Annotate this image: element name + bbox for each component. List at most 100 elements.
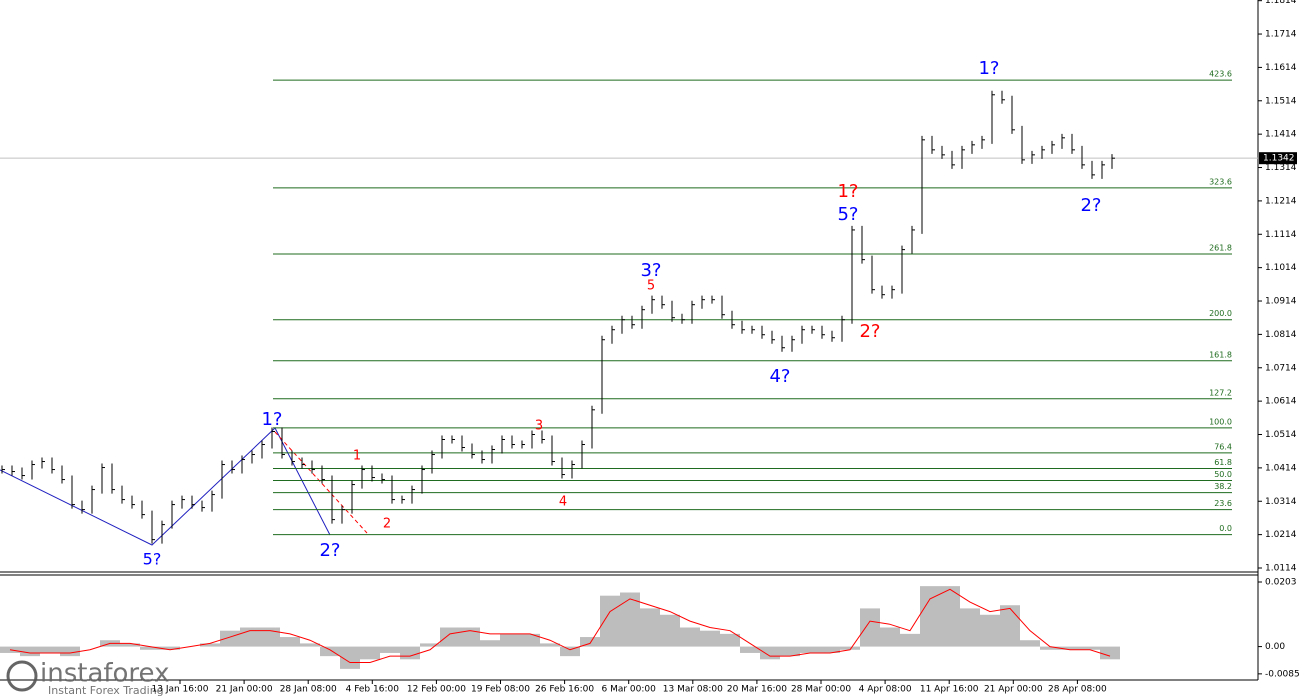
histogram-bar — [60, 646, 80, 657]
wave-label: 4? — [769, 366, 790, 387]
histogram-bar — [840, 646, 860, 650]
wave-label: 1? — [261, 409, 282, 430]
wave-lines — [0, 427, 368, 546]
histogram-bar — [780, 646, 800, 657]
histogram-bar — [20, 646, 40, 657]
y-tick-label: 1.0614 — [1265, 397, 1297, 407]
y-tick-label: 1.0914 — [1265, 297, 1297, 307]
fib-label: 200.0 — [1209, 309, 1232, 318]
histogram-bar — [380, 646, 400, 653]
x-tick-label: 4 Apr 08:00 — [859, 685, 912, 695]
signal-line — [9, 588, 1111, 663]
histogram-bar — [580, 637, 600, 647]
watermark-tagline: Instant Forex Trading — [48, 684, 164, 697]
wave-label: 2? — [859, 321, 880, 342]
y-tick-label: 1.1514 — [1265, 96, 1297, 106]
x-tick-label: 4 Feb 16:00 — [346, 685, 400, 695]
x-tick-label: 13 Mar 08:00 — [663, 685, 723, 695]
y-tick-label: 1.1114 — [1265, 230, 1297, 240]
fib-label: 323.6 — [1209, 177, 1232, 186]
last-price-box — [1259, 152, 1297, 165]
histogram-bar — [120, 643, 140, 647]
y-tick-label: 1.1714 — [1265, 30, 1297, 40]
x-tick-label: 13 Jan 16:00 — [152, 685, 209, 695]
x-tick-label: 19 Feb 08:00 — [471, 685, 530, 695]
histogram-bar — [1060, 646, 1080, 650]
histogram-bar — [280, 637, 300, 647]
histogram-bar — [980, 614, 1000, 647]
wave-label: 3? — [640, 260, 661, 281]
y-tick-label: 1.0814 — [1265, 330, 1297, 340]
histogram-bar — [540, 643, 560, 647]
histogram-bar — [160, 646, 180, 650]
histogram-bar — [460, 627, 480, 647]
y-tick-label: 1.1314 — [1265, 163, 1297, 173]
wave-label: 5? — [143, 550, 162, 569]
histogram-bar — [360, 646, 380, 660]
x-tick-label: 21 Apr 00:00 — [984, 685, 1043, 695]
histogram-bar — [880, 627, 900, 647]
y-tick-label: 0.0203 — [1265, 578, 1297, 588]
histogram-bar — [900, 633, 920, 647]
histogram-bar — [1100, 646, 1120, 660]
wave-label: 4 — [559, 495, 567, 510]
fib-label: 0.0 — [1219, 524, 1232, 533]
y-tick-label: 1.0514 — [1265, 430, 1297, 440]
y-tick-label: -0.00857 — [1265, 669, 1300, 679]
wave-label: 1? — [837, 181, 858, 202]
price-bars — [1, 90, 1115, 544]
wave-label: 5 — [647, 279, 655, 294]
histogram-bar — [560, 646, 580, 657]
y-tick-label: 1.0414 — [1265, 463, 1297, 473]
histogram-bar — [340, 646, 360, 669]
histogram-bar — [40, 646, 60, 653]
histogram-bar — [1080, 646, 1100, 650]
wave-label: 3 — [535, 419, 543, 434]
fib-label: 261.8 — [1209, 243, 1232, 252]
x-tick-label: 20 Mar 16:00 — [727, 685, 787, 695]
y-tick-label: 1.0714 — [1265, 363, 1297, 373]
wave-label: 1? — [978, 58, 999, 79]
y-tick-label: 1.1814 — [1265, 0, 1297, 6]
y-tick-label: 1.0114 — [1265, 563, 1297, 573]
last-price-label: 1.1342 — [1263, 154, 1295, 164]
x-tick-label: 11 Apr 16:00 — [920, 685, 979, 695]
fib-label: 23.6 — [1214, 499, 1232, 508]
histogram-bar — [140, 646, 160, 650]
fib-label: 38.2 — [1214, 482, 1232, 491]
histogram-bar — [220, 630, 240, 647]
x-tick-label: 12 Feb 00:00 — [407, 685, 466, 695]
wave-label: 1 — [353, 449, 361, 464]
histogram-bar — [1040, 646, 1060, 650]
y-tick-label: 0.00 — [1265, 642, 1285, 652]
histogram-bar — [320, 646, 340, 657]
logo-icon — [6, 660, 38, 692]
fib-label: 50.0 — [1214, 470, 1232, 479]
histogram-bar — [800, 646, 820, 653]
x-tick-label: 26 Feb 16:00 — [535, 685, 594, 695]
histogram-bar — [600, 595, 620, 647]
y-tick-label: 1.0314 — [1265, 497, 1297, 507]
x-tick-label: 28 Mar 00:00 — [791, 685, 851, 695]
histogram-bar — [640, 608, 660, 647]
watermark-brand: instaforex — [40, 659, 169, 689]
histogram-bar — [920, 586, 940, 647]
x-tick-label: 21 Jan 00:00 — [216, 685, 273, 695]
histogram-bar — [480, 640, 500, 647]
histogram-bar — [1000, 605, 1020, 647]
watermark: instaforex Instant Forex Trading — [6, 659, 169, 697]
histogram-bar — [960, 608, 980, 647]
histogram-bar — [200, 643, 220, 647]
x-tick-label: 6 Mar 00:00 — [602, 685, 657, 695]
histogram-bar — [400, 646, 420, 660]
histogram-bar — [740, 646, 760, 653]
histogram-bar — [300, 643, 320, 647]
histogram-bar — [420, 643, 440, 647]
y-tick-label: 1.0214 — [1265, 530, 1297, 540]
histogram-bar — [520, 633, 540, 647]
fib-label: 100.0 — [1209, 417, 1232, 426]
wave-label: 2? — [1080, 195, 1101, 216]
histogram-bar — [260, 627, 280, 647]
wave-label: 5? — [837, 204, 858, 225]
